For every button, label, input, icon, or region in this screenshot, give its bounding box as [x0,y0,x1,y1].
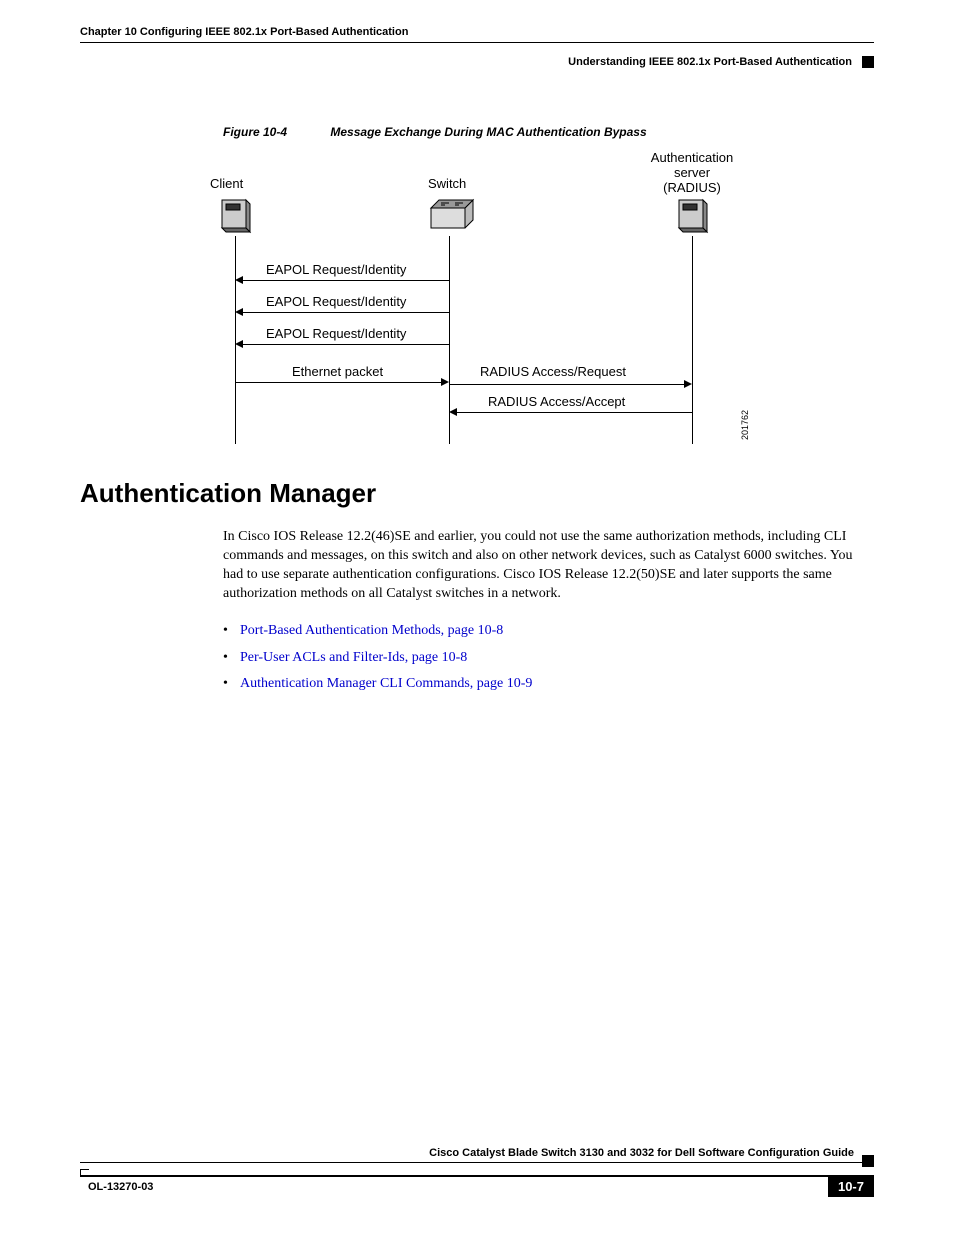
page-number-badge: 10-7 [828,1176,874,1197]
section-header: Understanding IEEE 802.1x Port-Based Aut… [568,56,852,68]
server-label: Authentication server (RADIUS) [637,150,747,195]
msg-3: EAPOL Request/Identity [220,344,760,364]
sequence-diagram: Client Switch Authentication server (RAD… [220,150,760,450]
footer-square-icon [862,1155,874,1167]
image-id: 201762 [740,410,750,440]
figure-number: Figure 10-4 [223,125,287,139]
msg-6: RADIUS Access/Accept [220,412,760,432]
msg-3-label: EAPOL Request/Identity [266,326,406,341]
client-icon [220,198,252,236]
footer-ol-number: OL-13270-03 [88,1181,153,1193]
section-heading: Authentication Manager [80,478,376,509]
switch-label: Switch [428,176,466,191]
link-list: Port-Based Authentication Methods, page … [240,618,874,698]
footer-rule-top [80,1162,874,1163]
msg-4-label: Ethernet packet [292,364,383,379]
client-label: Client [210,176,243,191]
chapter-header: Chapter 10 Configuring IEEE 802.1x Port-… [80,26,408,38]
switch-icon [425,198,477,236]
body-paragraph: In Cisco IOS Release 12.2(46)SE and earl… [223,528,874,604]
section-header-wrap: Understanding IEEE 802.1x Port-Based Aut… [568,56,874,68]
msg-2-label: EAPOL Request/Identity [266,294,406,309]
msg-6-label: RADIUS Access/Accept [488,394,625,409]
footer-book-title: Cisco Catalyst Blade Switch 3130 and 303… [429,1147,854,1159]
footer-rule-bottom [80,1175,874,1177]
server-icon [677,198,709,236]
link-port-based[interactable]: Port-Based Authentication Methods, page … [240,623,503,638]
msg-1-label: EAPOL Request/Identity [266,262,406,277]
figure-title: Message Exchange During MAC Authenticati… [330,125,646,139]
msg-5-label: RADIUS Access/Request [480,364,626,379]
header-rule [80,42,874,43]
link-cli-commands[interactable]: Authentication Manager CLI Commands, pag… [240,676,532,691]
figure-caption: Figure 10-4 Message Exchange During MAC … [223,125,647,139]
header-square-icon [862,56,874,68]
link-per-user-acls[interactable]: Per-User ACLs and Filter-Ids, page 10-8 [240,650,467,665]
